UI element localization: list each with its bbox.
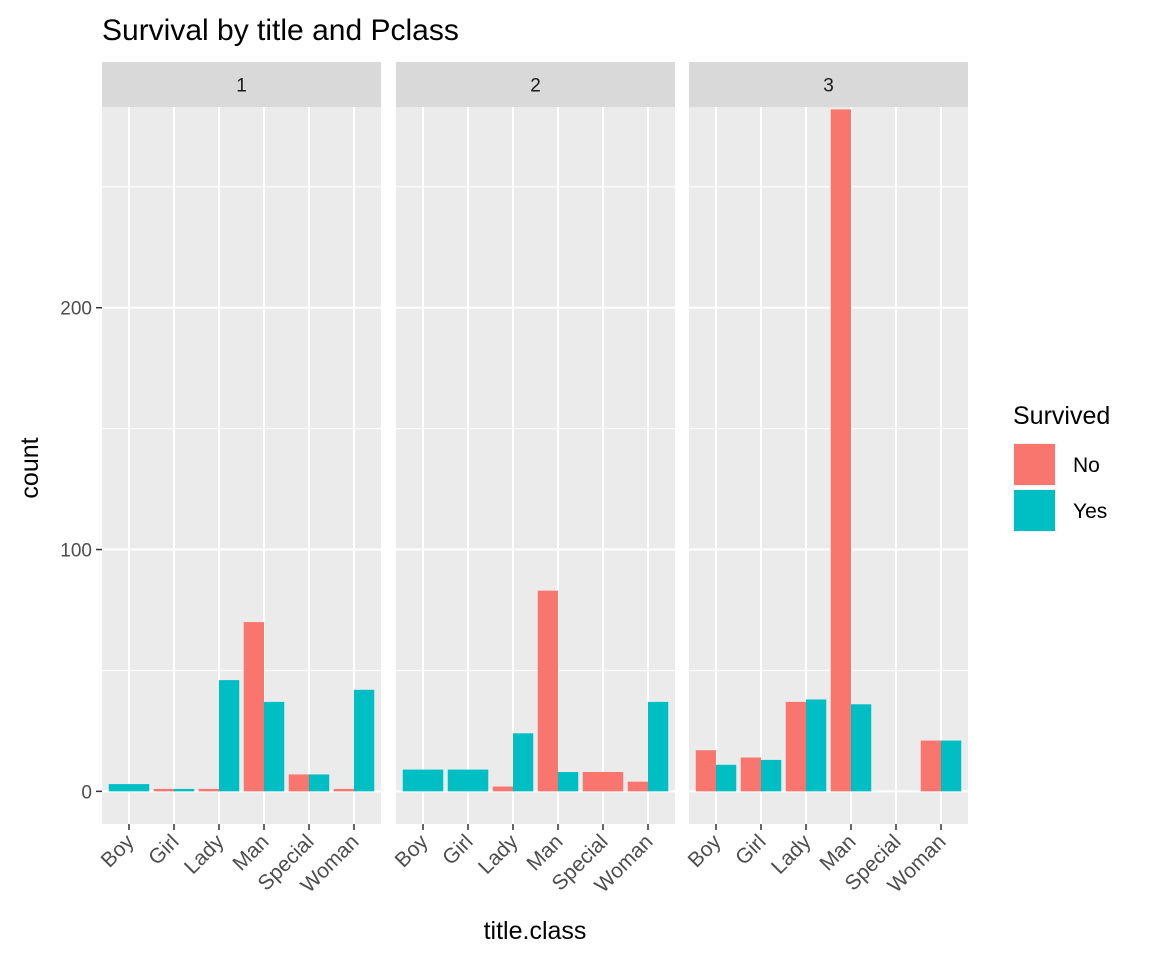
bar-girl-no	[153, 788, 174, 792]
legend-key-no	[1014, 444, 1055, 485]
bar-man-yes	[851, 704, 872, 792]
facet-strip	[102, 62, 381, 107]
facet-strip-label: 2	[530, 76, 541, 97]
bar-lady-yes	[219, 680, 240, 792]
bar-special-yes	[309, 774, 330, 792]
y-tick-label: 0	[81, 782, 92, 803]
x-tick-label: Girl	[731, 830, 770, 869]
bar-man-no	[537, 590, 558, 792]
bar-man-yes	[558, 772, 579, 792]
y-axis: 0 100 200	[60, 299, 102, 803]
bar-lady-no	[492, 786, 513, 792]
bar-lady-no	[785, 701, 806, 792]
bar-woman-yes	[941, 740, 962, 792]
x-tick-label: Lady	[474, 830, 523, 879]
bar-boy-yes	[716, 764, 737, 792]
bar-girl-yes	[447, 769, 489, 792]
bar-man-no	[243, 622, 264, 792]
facet-strip-label: 3	[823, 76, 834, 97]
legend: Survived No Yes	[1013, 402, 1110, 532]
legend-label-yes: Yes	[1073, 500, 1107, 523]
bar-boy-yes	[402, 769, 444, 792]
x-tick-label: Boy	[391, 830, 433, 872]
bar-girl-yes	[174, 788, 195, 792]
bar-lady-yes	[513, 733, 534, 792]
x-tick-label: Boy	[684, 830, 726, 872]
y-axis-title: count	[16, 437, 44, 498]
panel-background	[689, 107, 968, 824]
bar-woman-yes	[354, 689, 375, 792]
bar-man-no	[830, 109, 851, 792]
bar-woman-no	[627, 781, 648, 792]
x-axis-title: title.class	[484, 917, 587, 945]
chart-title: Survival by title and Pclass	[102, 14, 459, 47]
x-tick-label: Lady	[180, 830, 229, 879]
facet-strip	[689, 62, 968, 107]
x-tick-label: Girl	[438, 830, 477, 869]
legend-key-yes	[1014, 490, 1055, 531]
bar-special-no	[288, 774, 309, 792]
bar-woman-no	[333, 788, 354, 792]
bar-special-no	[582, 772, 624, 792]
bar-boy-no	[695, 750, 716, 792]
panel-background	[102, 107, 381, 824]
bar-girl-yes	[761, 759, 782, 792]
legend-label-no: No	[1073, 454, 1100, 477]
x-tick-label: Lady	[767, 830, 816, 879]
bar-lady-yes	[806, 699, 827, 792]
panel-background	[396, 107, 675, 824]
bar-boy-yes	[108, 784, 150, 792]
facet-strip-label: 1	[236, 76, 247, 97]
bar-woman-yes	[648, 701, 669, 792]
bar-girl-no	[740, 757, 761, 792]
facet-strip	[396, 62, 675, 107]
x-tick-label: Girl	[144, 830, 183, 869]
legend-title: Survived	[1013, 402, 1110, 430]
y-tick-label: 100	[60, 541, 92, 562]
y-tick-label: 200	[60, 299, 92, 320]
x-tick-label: Boy	[97, 830, 139, 872]
bar-man-yes	[264, 701, 285, 792]
bar-woman-no	[920, 740, 941, 792]
bar-lady-no	[198, 788, 219, 792]
